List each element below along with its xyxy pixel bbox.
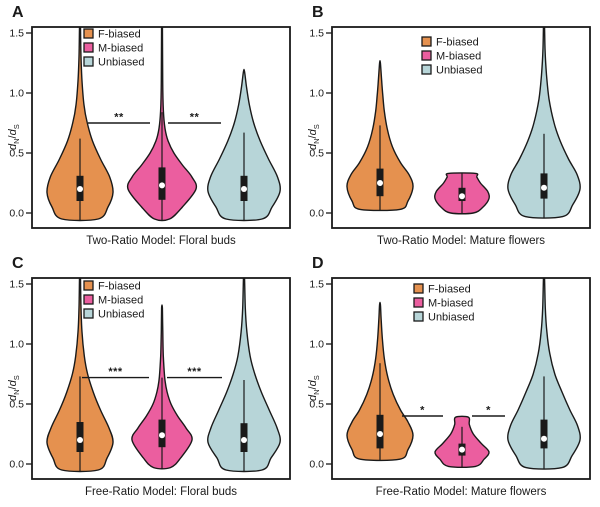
legend-label: Unbiased <box>98 309 144 321</box>
legend-label: F-biased <box>98 29 141 41</box>
median-dot <box>159 182 165 189</box>
median-dot <box>377 180 383 186</box>
y-tick-label: 1.0 <box>309 339 324 351</box>
median-dot <box>241 437 247 443</box>
legend-swatch-f-biased <box>413 283 424 294</box>
y-tick-label: 0.0 <box>309 459 324 471</box>
panel-B-plot: B 0.0 0.5 1.0 1.5 dN/dS F-biased M-biased Unbias… <box>307 4 591 247</box>
legend-swatch-m-biased <box>421 50 432 61</box>
panel-B: B 0.0 0.5 1.0 1.5 dN/dS F-biased M-biased Unbias… <box>300 0 600 251</box>
panel-A: A 0.0 0.5 1.0 1.5 dN/dS ** ** F-biased M-biased Un… <box>0 0 300 251</box>
significance-stars: *** <box>108 366 123 378</box>
y-tick-label: 0.5 <box>309 148 324 160</box>
violin-unbiased <box>507 27 581 219</box>
violin-f-biased <box>46 27 114 222</box>
panel-letter: C <box>12 255 24 272</box>
significance-stars: ** <box>190 112 200 124</box>
y-axis-label: dN/dS <box>7 375 21 401</box>
panel-title: Free-Ratio Model: Floral buds <box>85 486 237 498</box>
panel-title: Two-Ratio Model: Floral buds <box>86 235 236 247</box>
legend-swatch-m-biased <box>83 42 94 53</box>
panel-D: D 0.0 0.5 1.0 1.5 dN/dS * * F-biased M-biased Unbi… <box>300 251 600 502</box>
legend-swatch-unbiased <box>413 311 424 322</box>
panel-title: Free-Ratio Model: Mature flowers <box>376 486 547 498</box>
legend-label: F-biased <box>436 37 479 49</box>
plot-border <box>31 277 291 480</box>
legend-label: Unbiased <box>428 312 474 324</box>
y-tick-label: 0.5 <box>9 399 24 411</box>
legend-label: F-biased <box>98 281 141 293</box>
legend-label: M-biased <box>98 43 143 55</box>
panel-letter: A <box>12 4 24 21</box>
median-dot <box>241 186 247 192</box>
legend-swatch-unbiased <box>83 308 94 319</box>
y-tick-label: 1.5 <box>9 279 24 291</box>
median-dot <box>77 186 83 192</box>
legend-swatch-f-biased <box>421 36 432 47</box>
significance-stars: * <box>486 405 491 417</box>
y-tick-label: 1.5 <box>9 28 24 40</box>
legend-label: Unbiased <box>98 57 144 69</box>
legend-swatch-f-biased <box>83 28 94 39</box>
legend-swatch-m-biased <box>413 297 424 308</box>
median-dot <box>377 431 383 437</box>
y-tick-label: 1.5 <box>309 28 324 40</box>
panel-title: Two-Ratio Model: Mature flowers <box>377 235 545 247</box>
median-dot <box>459 446 465 453</box>
legend-label: M-biased <box>428 298 473 310</box>
legend-label: M-biased <box>436 51 481 63</box>
y-tick-label: 1.0 <box>9 88 24 100</box>
y-tick-label: 1.5 <box>309 279 324 291</box>
panel-letter: B <box>312 4 324 21</box>
y-tick-label: 1.0 <box>9 339 24 351</box>
legend-label: F-biased <box>428 284 471 296</box>
legend-swatch-f-biased <box>83 280 94 291</box>
median-dot <box>541 184 547 191</box>
y-axis-label: dN/dS <box>307 124 321 150</box>
iqr-box <box>540 419 548 449</box>
y-tick-label: 0.0 <box>309 208 324 220</box>
violin-unbiased <box>507 278 581 470</box>
legend-swatch-unbiased <box>421 64 432 75</box>
y-axis-label: dN/dS <box>307 375 321 401</box>
median-dot <box>77 437 83 443</box>
y-axis-label: dN/dS <box>7 124 21 150</box>
significance-stars: ** <box>114 112 124 124</box>
panel-C: C 0.0 0.5 1.0 1.5 dN/dS *** *** F-biased M-biased… <box>0 251 300 502</box>
panel-C-plot: C 0.0 0.5 1.0 1.5 dN/dS *** *** F-biased M-biased… <box>7 255 291 498</box>
y-tick-label: 0.5 <box>309 399 324 411</box>
panel-A-plot: A 0.0 0.5 1.0 1.5 dN/dS ** ** F-biased M-biased Un… <box>7 4 291 247</box>
median-dot <box>459 193 465 200</box>
plot-border <box>331 277 591 480</box>
legend-swatch-m-biased <box>83 294 94 305</box>
median-dot <box>541 435 547 442</box>
y-tick-label: 0.0 <box>9 459 24 471</box>
plot-border <box>31 26 291 229</box>
legend-label: M-biased <box>98 295 143 307</box>
legend-swatch-unbiased <box>83 56 94 67</box>
panel-letter: D <box>312 255 324 272</box>
y-tick-label: 0.5 <box>9 148 24 160</box>
plot-border <box>331 26 591 229</box>
violin-f-biased <box>46 278 114 473</box>
significance-stars: *** <box>187 366 202 378</box>
median-dot <box>159 432 165 439</box>
significance-stars: * <box>420 405 425 417</box>
legend-label: Unbiased <box>436 65 482 77</box>
y-tick-label: 0.0 <box>9 208 24 220</box>
y-tick-label: 1.0 <box>309 88 324 100</box>
panel-D-plot: D 0.0 0.5 1.0 1.5 dN/dS * * F-biased M-biased Unbi… <box>307 255 591 498</box>
violin-unbiased <box>207 278 281 473</box>
